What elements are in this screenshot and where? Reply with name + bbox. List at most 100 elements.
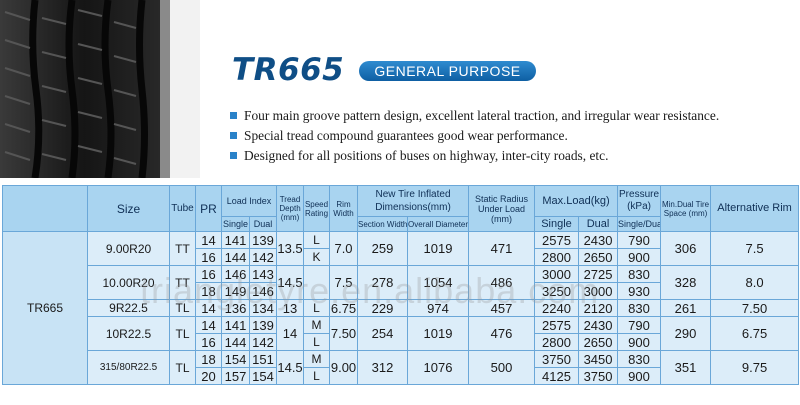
table-row: 10R22.5 TL 14 141 139 14 M 7.50 254 1019… — [3, 316, 800, 351]
alt-rim-cell: 6.75 — [710, 316, 800, 351]
dual-space-cell: 328 — [660, 265, 712, 300]
section-width-cell: 254 — [357, 316, 409, 351]
pressure-cell: 790 — [617, 316, 662, 334]
size-cell: 9R22.5 — [87, 299, 170, 317]
static-radius-cell: 500 — [468, 350, 536, 385]
pressure-cell: 830 — [617, 350, 662, 368]
speed-rating-cell: L — [303, 299, 331, 317]
max-load-dual-cell: 3750 — [578, 367, 619, 385]
header-max-load-dual: Dual — [578, 216, 619, 232]
bullet-square-icon — [230, 112, 237, 119]
tread-depth-cell: 13 — [276, 299, 305, 317]
max-load-single-cell: 2800 — [534, 248, 580, 266]
header-tube: Tube — [169, 185, 196, 232]
load-index-single-cell: 144 — [221, 248, 250, 266]
alt-rim-cell: 9.75 — [710, 350, 800, 385]
feature-item: Special tread compound guarantees good w… — [230, 126, 790, 146]
max-load-single-cell: 3250 — [534, 282, 580, 300]
header-min-dual-space: Min.Dual Tire Space (mm) — [660, 185, 712, 232]
alt-rim-cell: 7.5 — [710, 231, 800, 266]
header-new-tire-dimensions: New Tire Inflated Dimensions(mm) — [357, 185, 470, 217]
header-alternative-rim: Alternative Rim — [710, 185, 800, 232]
bullet-square-icon — [230, 132, 237, 139]
load-index-dual-cell: 143 — [248, 265, 278, 283]
spec-table: Size Tube PR Load Index Tread Depth (mm)… — [2, 185, 800, 385]
speed-rating-cell: M — [303, 316, 331, 334]
pr-cell: 18 — [195, 350, 222, 368]
header-max-load-single: Single — [534, 216, 580, 232]
section-width-cell: 229 — [357, 299, 409, 317]
load-index-single-cell: 141 — [221, 316, 250, 334]
static-radius-cell: 457 — [468, 299, 536, 317]
speed-rating-cell: M — [303, 350, 331, 368]
speed-rating-cell: L — [303, 367, 331, 385]
load-index-dual-cell: 142 — [248, 333, 278, 351]
rim-width-cell: 9.00 — [329, 350, 359, 385]
header-section-width: Section Width — [357, 216, 409, 232]
size-cell: 10.00R20 — [87, 265, 170, 300]
max-load-dual-cell: 2430 — [578, 231, 619, 249]
tire-tread-image — [0, 0, 200, 178]
tube-cell: TL — [169, 350, 196, 385]
header-size: Size — [87, 185, 170, 232]
tube-cell: TT — [169, 265, 196, 300]
pr-cell: 16 — [195, 333, 222, 351]
section-width-cell: 259 — [357, 231, 409, 266]
max-load-dual-cell: 2120 — [578, 299, 619, 317]
model-title: TR665 — [232, 52, 345, 88]
max-load-single-cell: 2575 — [534, 316, 580, 334]
header-pressure: Pressure (kPa) — [617, 185, 662, 217]
rim-width-cell: 6.75 — [329, 299, 359, 317]
size-cell: 315/80R22.5 — [87, 350, 170, 385]
overall-diameter-cell: 1019 — [407, 316, 470, 351]
size-cell: 10R22.5 — [87, 316, 170, 351]
load-index-single-cell: 136 — [221, 299, 250, 317]
section-width-cell: 278 — [357, 265, 409, 300]
load-index-dual-cell: 134 — [248, 299, 278, 317]
overall-diameter-cell: 1054 — [407, 265, 470, 300]
max-load-dual-cell: 2650 — [578, 248, 619, 266]
header-pressure-sub: Single/Dual — [617, 216, 662, 232]
pr-cell: 14 — [195, 316, 222, 334]
header-load-index-single: Single — [221, 216, 250, 232]
pressure-cell: 830 — [617, 299, 662, 317]
rim-width-cell: 7.5 — [329, 265, 359, 300]
section-width-cell: 312 — [357, 350, 409, 385]
table-row: 20 157 154 L 4125 3750 900 — [3, 367, 799, 385]
alt-rim-cell: 7.50 — [710, 299, 800, 317]
table-row: 315/80R22.5 TL 18 154 151 14.5 M 9.00 31… — [3, 350, 800, 385]
load-index-single-cell: 146 — [221, 265, 250, 283]
pr-cell: 16 — [195, 265, 222, 283]
pr-cell: 14 — [195, 299, 222, 317]
rim-width-cell: 7.0 — [329, 231, 359, 266]
header-static-radius: Static Radius Under Load (mm) — [468, 185, 536, 232]
dual-space-cell: 351 — [660, 350, 712, 385]
max-load-single-cell: 2575 — [534, 231, 580, 249]
max-load-single-cell: 4125 — [534, 367, 580, 385]
pressure-cell: 900 — [617, 333, 662, 351]
load-index-dual-cell: 139 — [248, 316, 278, 334]
load-index-single-cell: 141 — [221, 231, 250, 249]
tread-depth-cell: 13.5 — [276, 231, 305, 266]
tube-cell: TT — [169, 231, 196, 266]
load-index-single-cell: 149 — [221, 282, 250, 300]
tread-depth-cell: 14.5 — [276, 265, 305, 300]
table-row: 10.00R20 TT 16 146 143 14.5 7.5 278 1054… — [3, 265, 800, 300]
header-pr: PR — [195, 185, 222, 232]
pressure-cell: 900 — [617, 367, 662, 385]
load-index-single-cell: 144 — [221, 333, 250, 351]
pressure-cell: 790 — [617, 231, 662, 249]
overall-diameter-cell: 1019 — [407, 231, 470, 266]
load-index-dual-cell: 146 — [248, 282, 278, 300]
max-load-dual-cell: 2650 — [578, 333, 619, 351]
alt-rim-cell: 8.0 — [710, 265, 800, 300]
tread-depth-cell: 14 — [276, 316, 305, 351]
speed-rating-cell: K — [303, 248, 331, 266]
feature-item: Designed for all positions of buses on h… — [230, 146, 790, 166]
max-load-single-cell: 2800 — [534, 333, 580, 351]
load-index-dual-cell: 142 — [248, 248, 278, 266]
speed-rating-cell — [303, 265, 331, 300]
table-row: TR665 9.00R20 TT 14 141 139 13.5 L 7.0 2… — [2, 231, 800, 385]
overall-diameter-cell: 974 — [407, 299, 470, 317]
load-index-single-cell: 154 — [221, 350, 250, 368]
